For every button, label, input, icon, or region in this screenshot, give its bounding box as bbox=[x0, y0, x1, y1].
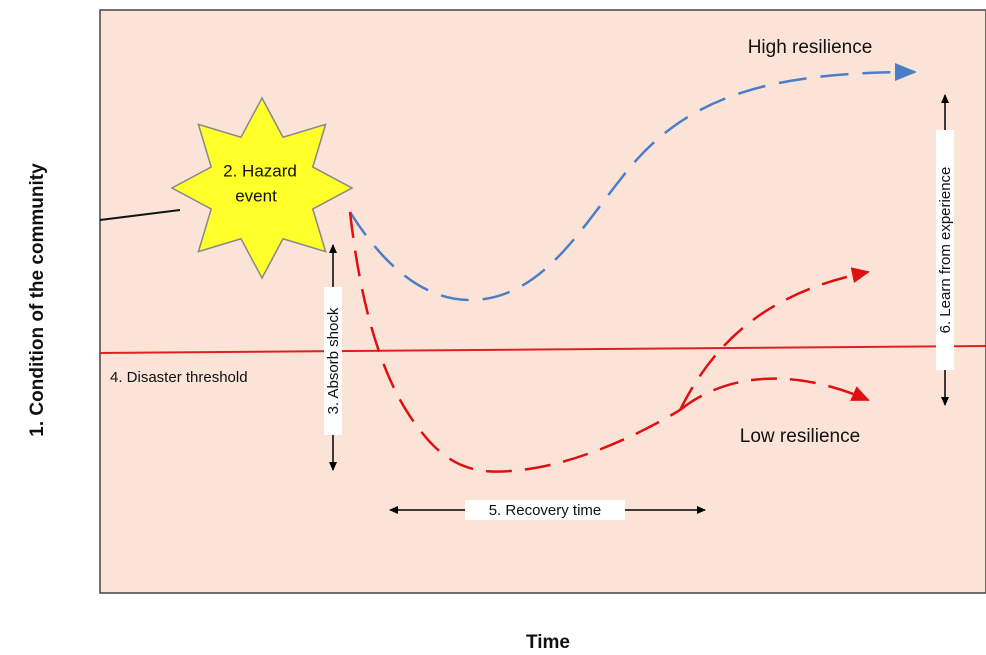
recovery-label: 5. Recovery time bbox=[489, 502, 602, 519]
low-resilience-curve bbox=[348, 211, 681, 473]
learn-label: 6. Learn from experience bbox=[937, 167, 954, 334]
label-bg bbox=[324, 287, 342, 435]
recovery-branch bbox=[678, 267, 870, 411]
high-resilience-curve bbox=[348, 63, 917, 302]
hazard-label: 2. Hazard bbox=[223, 161, 297, 180]
x-axis-label: Time bbox=[526, 632, 570, 653]
low-resilience-label: Low resilience bbox=[740, 426, 860, 447]
threshold-label: 4. Disaster threshold bbox=[110, 369, 248, 386]
plot-area bbox=[99, 9, 986, 594]
y-axis-label: 1. Condition of the community bbox=[27, 163, 48, 437]
baseline bbox=[99, 209, 181, 221]
decline-branch bbox=[679, 377, 870, 411]
hazard-star bbox=[170, 96, 354, 280]
label-bg bbox=[465, 500, 625, 520]
absorb-label: 3. Absorb shock bbox=[325, 307, 342, 414]
high-resilience-label: High resilience bbox=[748, 37, 873, 58]
threshold-line bbox=[99, 345, 986, 354]
hazard-label: event bbox=[235, 186, 277, 205]
label-bg bbox=[936, 130, 954, 370]
